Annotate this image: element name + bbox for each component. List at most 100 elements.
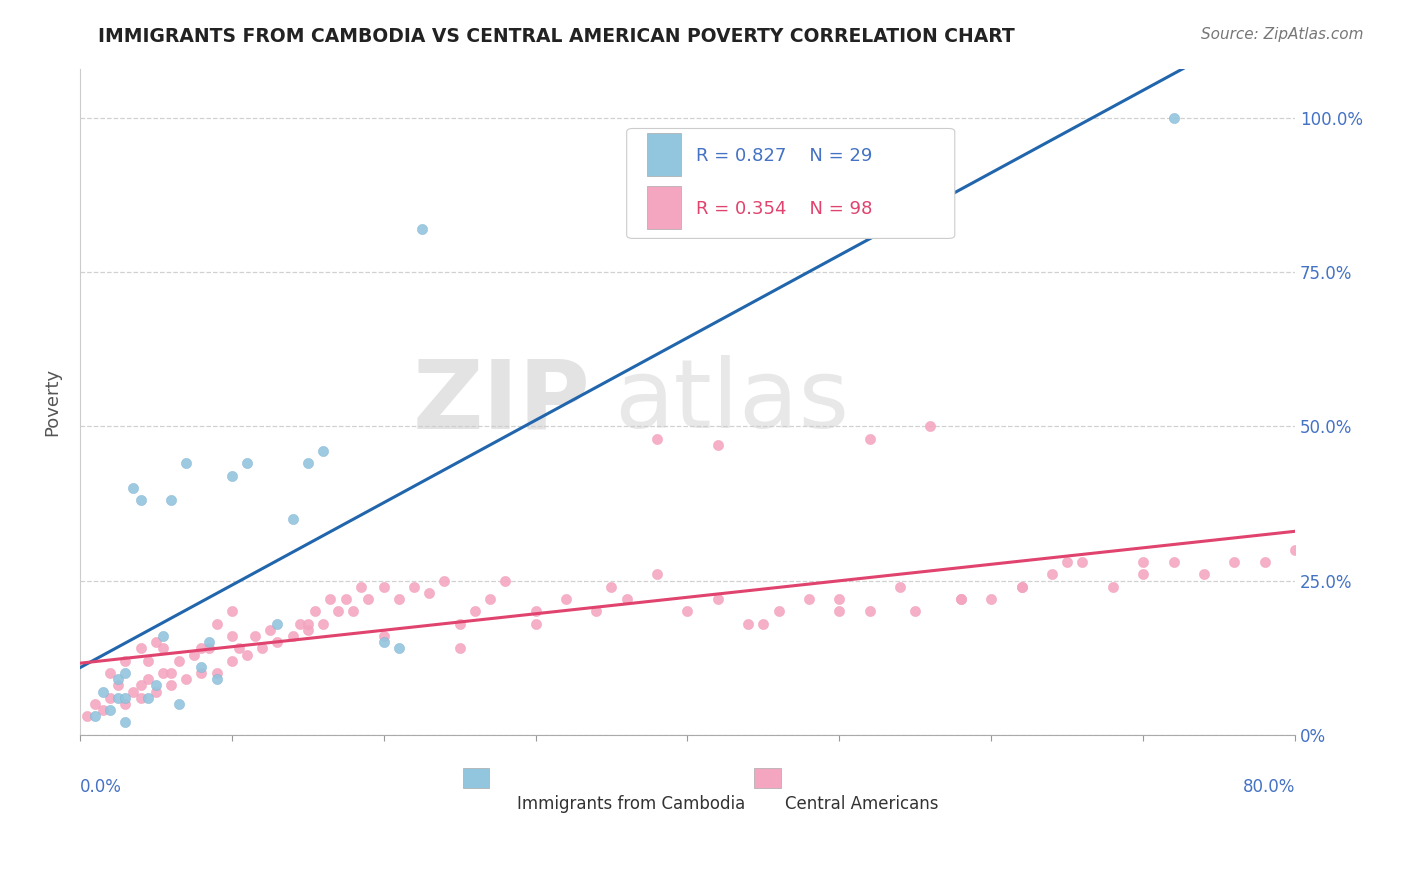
Point [524, 604, 547, 618]
Point [600, 580, 623, 594]
Point [221, 654, 243, 668]
Point [707, 438, 730, 452]
Point [889, 580, 911, 594]
Point [129, 678, 152, 692]
Point [524, 616, 547, 631]
Point [402, 580, 425, 594]
Point [904, 604, 927, 618]
Point [828, 604, 851, 618]
Bar [647, 133, 682, 177]
Point [319, 592, 342, 607]
Point [205, 672, 228, 686]
Point [152, 641, 174, 656]
Point [433, 574, 456, 588]
Point [91, 703, 114, 717]
Point [266, 635, 288, 649]
Point [752, 616, 775, 631]
Point [373, 629, 395, 643]
Point [266, 616, 288, 631]
Point [98, 703, 121, 717]
Point [152, 666, 174, 681]
Point [585, 604, 607, 618]
Point [335, 592, 357, 607]
Point [304, 604, 326, 618]
Bar [647, 186, 682, 229]
Text: ZIP: ZIP [412, 355, 591, 448]
Point [297, 616, 319, 631]
Point [797, 592, 820, 607]
Point [136, 672, 159, 686]
Point [737, 616, 759, 631]
Point [114, 654, 136, 668]
Text: 80.0%: 80.0% [1243, 778, 1295, 796]
Point [98, 666, 121, 681]
Text: 0.0%: 0.0% [80, 778, 122, 796]
Point [312, 444, 335, 458]
Point [243, 629, 266, 643]
Point [326, 604, 349, 618]
Point [707, 592, 730, 607]
Point [1163, 111, 1185, 125]
Point [859, 604, 882, 618]
Point [281, 512, 304, 526]
Point [122, 684, 145, 698]
Point [949, 592, 972, 607]
Point [84, 697, 107, 711]
Point [136, 690, 159, 705]
Point [1163, 555, 1185, 569]
Point [145, 635, 167, 649]
Point [107, 678, 129, 692]
Point [129, 690, 152, 705]
Point [312, 616, 335, 631]
Point [281, 629, 304, 643]
Point [129, 493, 152, 508]
Point [411, 222, 433, 236]
Text: Source: ZipAtlas.com: Source: ZipAtlas.com [1201, 27, 1364, 42]
Point [107, 690, 129, 705]
Point [828, 592, 851, 607]
Point [136, 654, 159, 668]
Point [288, 616, 311, 631]
Point [183, 648, 205, 662]
Point [373, 580, 395, 594]
Point [1284, 542, 1306, 557]
Point [190, 666, 212, 681]
Point [114, 697, 136, 711]
Point [449, 641, 471, 656]
Point [1040, 567, 1063, 582]
Point [205, 616, 228, 631]
Point [1101, 580, 1123, 594]
Point [91, 684, 114, 698]
Text: IMMIGRANTS FROM CAMBODIA VS CENTRAL AMERICAN POVERTY CORRELATION CHART: IMMIGRANTS FROM CAMBODIA VS CENTRAL AMER… [98, 27, 1015, 45]
Point [1253, 555, 1275, 569]
Point [114, 690, 136, 705]
Point [1132, 555, 1154, 569]
Bar [463, 768, 489, 788]
Point [228, 641, 250, 656]
Point [980, 592, 1002, 607]
Point [84, 709, 107, 723]
Point [236, 648, 259, 662]
Point [1192, 567, 1215, 582]
Point [198, 641, 221, 656]
Point [1056, 555, 1078, 569]
Bar [754, 768, 780, 788]
Point [145, 684, 167, 698]
Text: R = 0.827    N = 29: R = 0.827 N = 29 [696, 147, 872, 165]
Point [645, 567, 668, 582]
Text: Immigrants from Cambodia: Immigrants from Cambodia [517, 795, 745, 813]
Point [920, 419, 942, 434]
Point [114, 666, 136, 681]
Point [174, 456, 197, 470]
Point [160, 493, 183, 508]
Point [129, 641, 152, 656]
Point [145, 678, 167, 692]
Point [160, 678, 183, 692]
Point [250, 641, 273, 656]
Point [167, 654, 190, 668]
Point [555, 592, 578, 607]
Point [107, 672, 129, 686]
Point [152, 629, 174, 643]
Point [221, 604, 243, 618]
Point [949, 592, 972, 607]
